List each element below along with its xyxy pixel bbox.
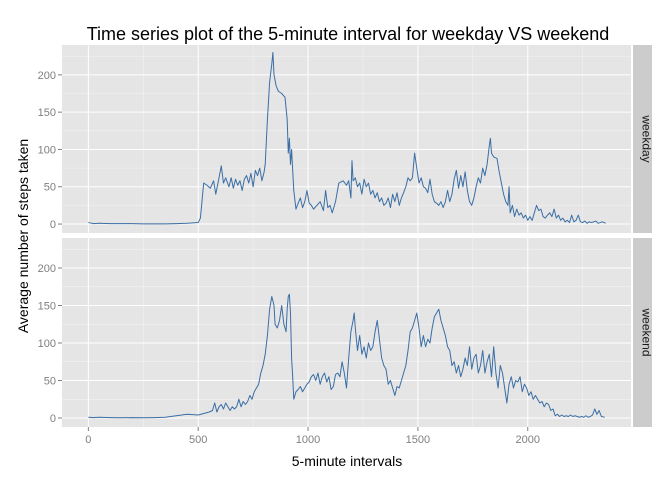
y-tick-label: 50 [44,182,56,194]
x-tick-label: 1500 [406,434,430,446]
series-line-weekday [88,51,606,225]
y-tick-label: 0 [50,413,56,425]
x-tick-label: 0 [85,434,91,446]
x-axis-ticks: 0 500 1000 1500 2000 [85,427,540,446]
x-tick-label: 500 [189,434,207,446]
y-tick-label: 100 [38,338,56,350]
y-axis-title: Average number of steps taken [15,139,31,333]
panel-weekday: weekday 0 50 100 150 200 [38,45,654,233]
panel-background [62,238,631,427]
chart-title: Time series plot of the 5-minute interva… [87,24,610,44]
y-tick-label: 150 [38,107,56,119]
y-tick-label: 200 [38,263,56,275]
panel-background [62,45,631,233]
x-tick-label: 2000 [516,434,540,446]
series-line-weekend [88,293,605,419]
x-tick-label: 1000 [296,434,320,446]
y-tick-label: 50 [44,376,56,388]
facet-strip-weekend [633,238,652,427]
facet-label-weekday: weekday [640,114,654,162]
y-axis-ticks: 0 50 100 150 200 [38,263,62,425]
y-tick-label: 100 [38,144,56,156]
x-axis-title: 5-minute intervals [292,453,403,469]
y-tick-label: 200 [38,70,56,82]
y-tick-label: 0 [50,219,56,231]
y-tick-label: 150 [38,301,56,313]
panel-weekend: weekend 0 50 100 150 200 [38,238,654,427]
grid-lines [62,45,631,233]
grid-lines [62,238,631,427]
facet-strip-weekday [633,45,652,233]
y-axis-ticks: 0 50 100 150 200 [38,70,62,231]
facet-label-weekend: weekend [640,307,654,356]
